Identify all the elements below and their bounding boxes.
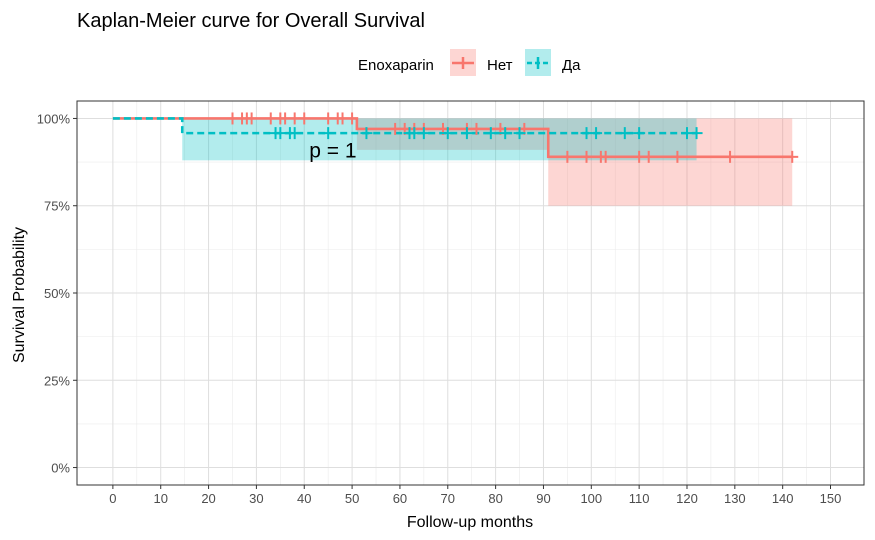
censor-mark-net [724,150,737,163]
y-axis: 0% 25% 50% 75% 100% [37,111,77,476]
ci-band-da [182,118,697,161]
censor-mark-da [288,127,301,140]
censor-mark-da [513,127,526,140]
censor-mark-net [470,122,483,135]
x-tick-label: 110 [629,491,650,506]
x-tick-label: 20 [201,491,215,506]
legend: Enoxaparin Нет Да [358,49,581,76]
x-tick-label: 40 [297,491,311,506]
x-tick-label: 80 [488,491,502,506]
x-tick-label: 150 [820,491,842,506]
censor-mark-da [460,127,473,140]
x-tick-label: 130 [724,491,746,506]
legend-label-net: Нет [487,57,513,74]
y-tick-label: 75% [44,199,70,214]
censor-mark-net [245,112,258,125]
y-tick-label: 25% [44,373,70,388]
censor-mark-net [671,150,684,163]
censor-mark-da [441,127,454,140]
censor-mark-net [599,150,612,163]
censor-mark-da [618,127,631,140]
censor-mark-da [417,127,430,140]
y-tick-label: 100% [37,111,71,126]
censor-mark-net [642,150,655,163]
p-value-annotation: p = 1 [309,139,356,162]
chart-title: Kaplan-Meier curve for Overall Survival [77,10,425,32]
y-axis-title: Survival Probability [11,227,28,363]
x-tick-label: 60 [393,491,407,506]
x-tick-label: 50 [345,491,359,506]
x-tick-label: 140 [772,491,794,506]
censor-mark-da [633,127,646,140]
censor-mark-net [298,112,311,125]
censor-mark-da [322,127,335,140]
x-axis: 0 10 20 30 40 50 60 70 80 90 100 110 120 130 140 150 [109,485,841,506]
x-tick-label: 100 [580,491,602,506]
x-tick-label: 70 [441,491,455,506]
censor-mark-net [786,150,799,163]
censor-mark-da [360,127,373,140]
x-tick-label: 0 [109,491,116,506]
censor-marks [226,112,799,163]
censor-mark-net [561,150,574,163]
legend-title: Enoxaparin [358,57,434,74]
x-tick-label: 30 [249,491,263,506]
x-tick-label: 90 [536,491,550,506]
censor-mark-da [690,127,703,140]
censor-mark-da [590,127,603,140]
grid-major [77,101,864,485]
x-tick-label: 10 [153,491,167,506]
y-tick-label: 0% [51,461,70,476]
x-tick-label: 120 [676,491,698,506]
x-axis-title: Follow-up months [407,514,533,531]
censor-mark-net [580,150,593,163]
y-tick-label: 50% [44,286,70,301]
censor-mark-da [484,127,497,140]
censor-mark-net [346,112,359,125]
censor-mark-da [499,127,512,140]
legend-label-da: Да [562,57,581,74]
survival-curve-da [112,117,697,135]
